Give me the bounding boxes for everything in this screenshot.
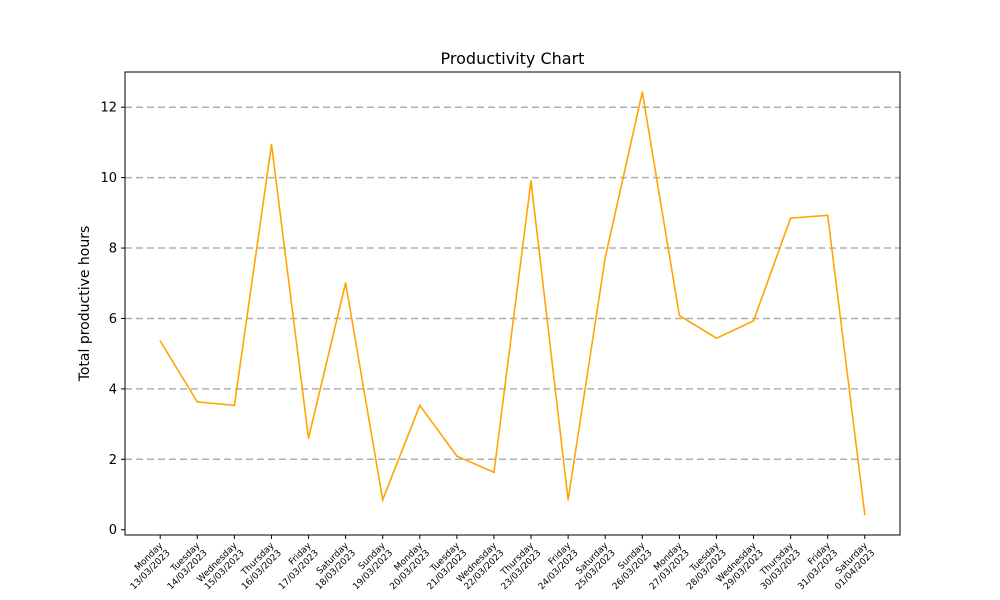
data-point-5	[344, 282, 347, 284]
y-axis-ticks: 0 2 4 6 8 10 12	[100, 101, 125, 538]
data-point-13	[641, 91, 644, 93]
y-tick-label-0: 0	[109, 523, 117, 538]
productivity-line	[159, 91, 866, 515]
y-tick-label-6: 6	[109, 312, 117, 327]
data-point-17	[789, 217, 792, 219]
data-point-0	[159, 340, 161, 342]
data-point-11	[567, 498, 569, 501]
data-point-10	[530, 179, 532, 182]
data-point-3	[270, 143, 273, 146]
data-point-7	[418, 404, 421, 407]
data-point-6	[381, 498, 384, 501]
data-point-4	[307, 437, 310, 439]
plot-frame	[124, 71, 901, 536]
data-points	[159, 91, 866, 516]
y-tick-label-8: 8	[109, 242, 117, 257]
y-tick-label-4: 4	[109, 382, 117, 397]
data-point-18	[826, 214, 829, 217]
data-point-15	[715, 337, 718, 339]
y-tick-label-10: 10	[100, 171, 117, 186]
data-point-16	[752, 320, 755, 322]
data-point-12	[604, 257, 607, 259]
y-tick-label-2: 2	[109, 453, 117, 468]
y-tick-label-12: 12	[100, 101, 117, 116]
data-point-8	[456, 455, 458, 457]
data-point-1	[196, 401, 199, 403]
data-point-14	[678, 314, 681, 317]
data-point-2	[233, 404, 236, 407]
chart-title: Productivity Chart	[441, 49, 585, 68]
y-axis-label: Total productive hours	[77, 226, 93, 383]
data-point-19	[864, 513, 866, 516]
grid-lines	[125, 106, 900, 461]
data-point-9	[493, 471, 495, 474]
